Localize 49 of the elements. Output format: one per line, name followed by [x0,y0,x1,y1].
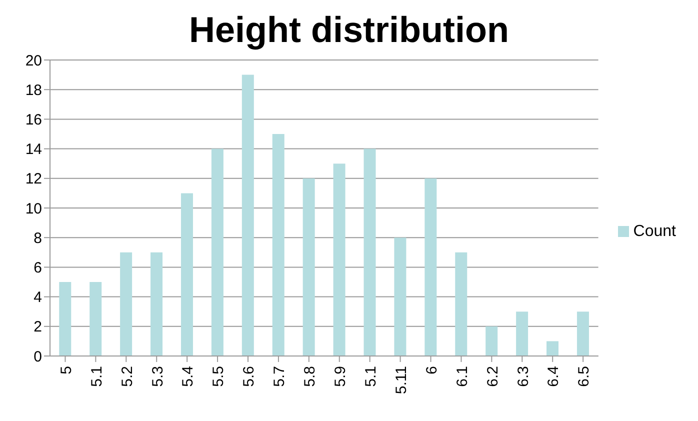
x-tick-label: 5.11 [392,366,410,394]
x-tick-label: 5.1 [362,366,380,387]
bar [120,252,132,356]
bar [180,193,193,356]
x-tick-label: 5.8 [302,366,319,387]
chart-title: Height distribution [188,8,510,52]
bar [364,148,376,356]
x-tick-label: 6 [423,366,440,374]
bar [59,282,72,356]
x-tick-label: 5.2 [118,366,136,387]
x-tick-label: 6.4 [545,366,562,387]
x-tick-label: 6.1 [454,366,471,387]
x-tick-label: 5.7 [271,366,288,387]
bar [394,238,406,356]
x-tick-label: 5.9 [332,366,350,387]
y-tick-label: 8 [34,230,42,247]
x-tick-label: 6.5 [576,366,593,387]
x-tick-label: 5.6 [240,366,258,387]
y-tick-label: 20 [25,52,42,70]
x-tick-label: 5 [58,366,75,374]
bar [516,312,528,356]
bar [211,148,224,356]
x-tick-label: 5.5 [210,366,228,387]
legend-label: Count [633,223,676,240]
bar [272,134,284,356]
x-tick-label: 5.1 [88,366,106,387]
y-tick-label: 4 [34,289,42,306]
bar [333,164,346,356]
bar [455,252,468,356]
bar [150,252,163,356]
x-tick-label: 5.4 [180,366,197,387]
bar [424,178,437,356]
x-tick-label: 5.3 [149,366,166,387]
x-tick-label: 6.3 [514,366,532,387]
y-tick-label: 2 [34,318,42,336]
x-tick-label: 6.2 [484,366,502,387]
bar [242,74,254,356]
y-tick-label: 14 [25,141,42,158]
bar [90,282,102,356]
y-tick-label: 0 [34,348,42,366]
bar [576,312,589,356]
y-tick-label: 18 [25,82,42,99]
y-tick-label: 16 [25,112,42,129]
y-tick-label: 12 [25,170,42,188]
y-tick-label: 6 [34,260,42,277]
bar [486,326,498,356]
y-tick-label: 10 [25,200,42,218]
bar [546,341,559,356]
bar [302,178,315,356]
